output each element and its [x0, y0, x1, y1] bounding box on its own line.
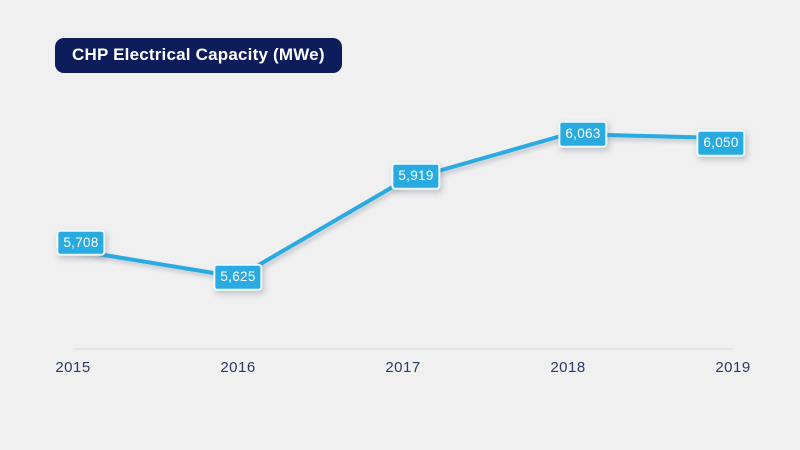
data-label-2017: 5,919	[391, 162, 441, 190]
x-tick-label-2015: 2015	[55, 359, 91, 376]
data-label-2015: 5,708	[56, 229, 106, 257]
x-tick-label-2019: 2019	[715, 359, 751, 376]
data-label-2019: 6,050	[696, 129, 746, 157]
trend-line	[71, 132, 735, 279]
x-tick-label-2017: 2017	[385, 359, 421, 376]
x-tick-label-2018: 2018	[550, 359, 586, 376]
data-label-2016: 5,625	[213, 263, 263, 291]
chart-title-badge: CHP Electrical Capacity (MWe)	[55, 38, 342, 73]
x-tick-label-2016: 2016	[220, 359, 256, 376]
data-label-2018: 6,063	[558, 120, 608, 148]
